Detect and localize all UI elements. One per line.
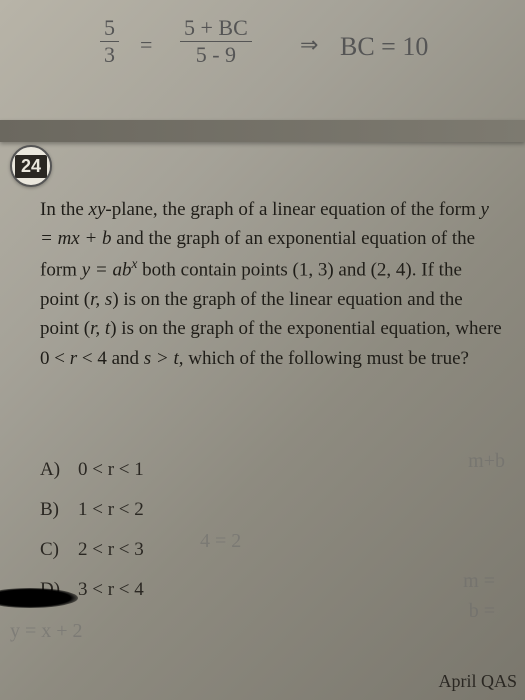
hw-arrow: ⇒ [300,32,318,58]
choice-a[interactable]: A) 0 < r < 1 [40,450,144,490]
worksheet-page: 5 3 = 5 + BC 5 - 9 ⇒ BC = 10 24 In the x… [0,0,525,700]
q-p2: xy [89,199,106,220]
question-text: In the xy-plane, the graph of a linear e… [40,195,505,373]
handwriting-top: 5 3 = 5 + BC 5 - 9 ⇒ BC = 10 [0,10,525,100]
hw-frac1-den: 3 [100,42,119,68]
q-p1: In the [40,199,89,220]
choice-a-label: A) [40,450,78,490]
hw-frac2-den: 5 - 9 [180,42,252,68]
q-p15: , which of the following must be true? [179,348,469,369]
choice-d-text: 3 < r < 4 [78,570,144,610]
hw-fraction-1: 5 3 [100,15,119,68]
choice-c-text: 2 < r < 3 [78,530,144,570]
hw-side-3: m = [463,570,495,593]
section-divider [0,120,525,142]
answer-choices: A) 0 < r < 1 B) 1 < r < 2 C) 2 < r < 3 D… [40,450,144,610]
q-p12: r [70,348,77,369]
q-p14: s > t [144,348,179,369]
q-p6: y = ab [82,259,132,280]
hw-side-5: y = x + 2 [10,620,83,643]
hw-equals: = [140,32,152,58]
choice-a-text: 0 < r < 1 [78,450,144,490]
hw-frac2-num: 5 + BC [180,15,252,42]
choice-b[interactable]: B) 1 < r < 2 [40,490,144,530]
hw-side-4: b = [469,600,495,623]
question-number-badge: 24 [10,145,52,187]
hw-frac1-num: 5 [100,15,119,42]
choice-b-text: 1 < r < 2 [78,490,144,530]
q-p13: < 4 and [77,348,144,369]
choice-c-label: C) [40,530,78,570]
q-p10: r, t [90,318,110,339]
hw-side-1: m+b [468,450,505,473]
hw-side-2: 4 = 2 [200,530,241,553]
hw-result: BC = 10 [340,32,428,62]
footer-text: April QAS [438,671,517,692]
q-p3: -plane, the graph of a linear equation o… [105,199,480,220]
choice-b-label: B) [40,490,78,530]
hw-fraction-2: 5 + BC 5 - 9 [180,15,252,68]
q-p8: r, s [90,289,112,310]
question-number: 24 [15,155,47,178]
choice-c[interactable]: C) 2 < r < 3 [40,530,144,570]
